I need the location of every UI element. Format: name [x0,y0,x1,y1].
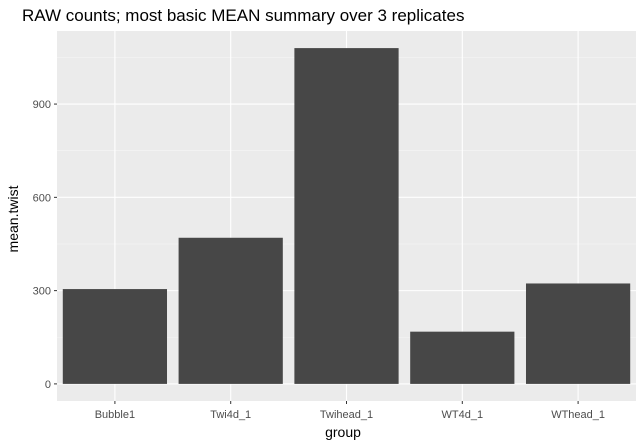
bar-Twi4d_1 [178,237,283,384]
x-axis-title: group [325,424,361,440]
chart-title: RAW counts; most basic MEAN summary over… [22,6,464,25]
y-tick-label: 600 [33,192,51,204]
x-tick-label: Twihead_1 [320,409,373,421]
bars [62,48,631,384]
bar-Twihead_1 [294,48,399,384]
x-tick-label: WT4d_1 [442,409,484,421]
y-tick-label: 900 [33,99,51,111]
x-tick-label: Twi4d_1 [210,409,251,421]
y-tick-label: 0 [45,379,51,391]
y-tick-label: 300 [33,286,51,298]
x-axis-ticks: Bubble1 Twi4d_1 Twihead_1 WT4d_1 WThead_1 [95,401,605,421]
bar-Bubble1 [62,289,168,384]
bar-WThead_1 [525,283,631,384]
x-tick-label: WThead_1 [551,409,605,421]
y-axis-ticks: 0 300 600 900 [33,99,57,391]
bar-WT4d_1 [410,331,515,384]
x-tick-label: Bubble1 [95,409,135,421]
y-axis-title: mean.twist [5,185,21,252]
